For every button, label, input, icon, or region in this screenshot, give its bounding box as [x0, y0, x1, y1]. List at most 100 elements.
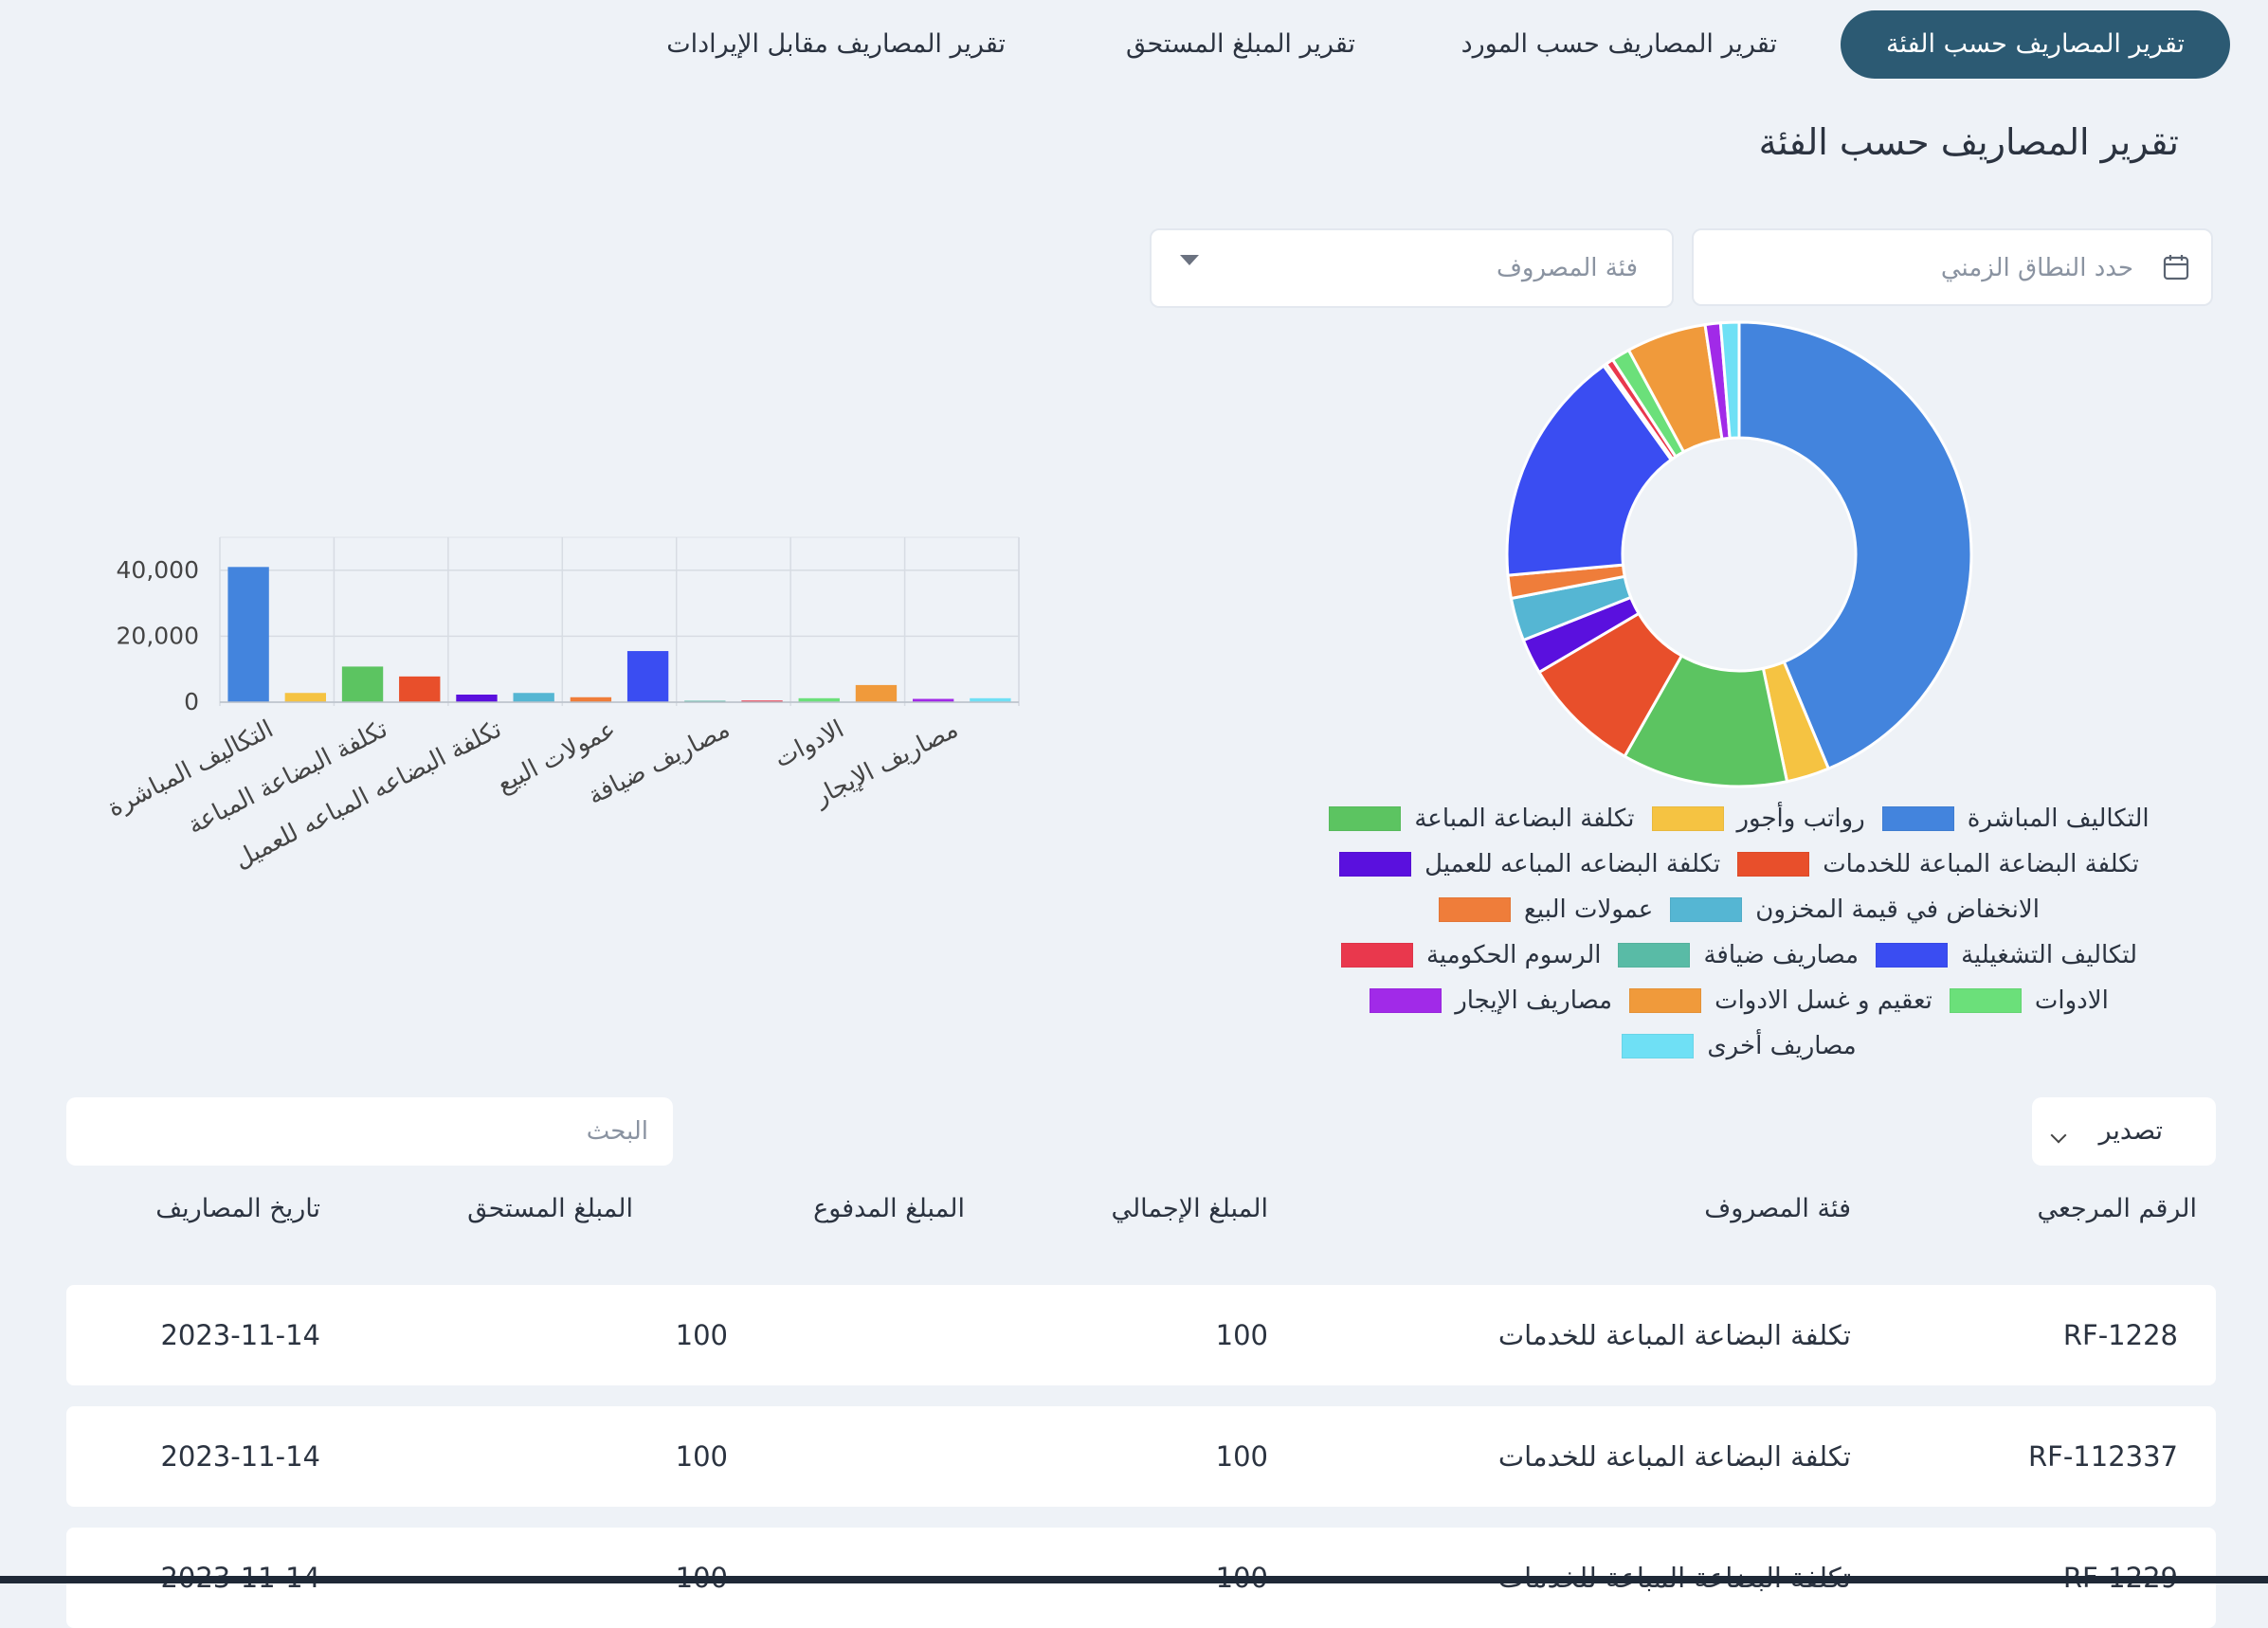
- column-header-total[interactable]: المبلغ الإجمالي: [1111, 1194, 1268, 1223]
- legend-item[interactable]: التكاليف المباشرة: [1881, 805, 2150, 833]
- report-tabs: تقرير المصاريف حسب الفئة تقرير المصاريف …: [0, 10, 2268, 79]
- donut-legend: التكاليف المباشرة رواتب وأجور تكلفة البضاع…: [1289, 796, 2189, 1069]
- cell-ref: RF-112337: [2028, 1440, 2178, 1473]
- tab-expenses-by-category[interactable]: تقرير المصاريف حسب الفئة: [1840, 10, 2230, 79]
- bar[interactable]: [513, 693, 554, 702]
- legend-row: تكلفة البضاعة المباعة للخدمات تكلفة البضا…: [1289, 841, 2189, 887]
- legend-swatch: [1340, 943, 1413, 968]
- legend-label: تكلفة البضاعه المباعه للعميل: [1424, 850, 1721, 878]
- legend-swatch: [1629, 988, 1702, 1013]
- date-range-field[interactable]: حدد النطاق الزمني: [1692, 228, 2213, 306]
- bar[interactable]: [456, 694, 498, 702]
- column-header-due[interactable]: المبلغ المستحق: [467, 1194, 633, 1223]
- cell-ref: RF-1228: [2062, 1319, 2178, 1351]
- legend-row: التكاليف المباشرة رواتب وأجور تكلفة البضاع…: [1289, 796, 2189, 841]
- cell-total: 100: [1215, 1440, 1268, 1473]
- legend-item[interactable]: مصاريف الإيجار: [1370, 986, 1612, 1015]
- legend-item[interactable]: تكلفة البضاعه المباعه للعميل: [1339, 850, 1720, 878]
- legend-label: رواتب وأجور: [1736, 805, 1865, 833]
- legend-row: الانخفاض في قيمة المخزون عمولات البيع: [1289, 887, 2189, 932]
- table-row[interactable]: RF-112337 تكلفة البضاعة المباعة للخدمات …: [66, 1406, 2216, 1507]
- legend-swatch: [1737, 852, 1810, 877]
- column-header-ref[interactable]: الرقم المرجعي: [2037, 1194, 2197, 1223]
- legend-label: مصاريف ضيافة: [1703, 941, 1860, 969]
- legend-row: لتكاليف التشغيلية مصاريف ضيافة الرسوم الحك…: [1289, 932, 2189, 978]
- legend-item[interactable]: تكلفة البضاعة المباعة للخدمات: [1737, 850, 2139, 878]
- window-bottom-edge: [0, 1576, 2268, 1583]
- bar[interactable]: [399, 676, 441, 702]
- search-input[interactable]: البحث: [66, 1097, 673, 1166]
- chevron-down-icon: [2050, 1127, 2067, 1144]
- legend-swatch: [1670, 897, 1743, 922]
- legend-swatch: [1339, 852, 1412, 877]
- tab-expenses-vs-revenue[interactable]: تقرير المصاريف مقابل الإيرادات: [666, 29, 1006, 59]
- legend-swatch: [1949, 988, 2022, 1013]
- legend-item[interactable]: تكلفة البضاعة المباعة: [1329, 805, 1635, 833]
- legend-swatch: [1439, 897, 1512, 922]
- legend-item[interactable]: الانخفاض في قيمة المخزون: [1670, 895, 2040, 924]
- legend-swatch: [1881, 806, 1954, 831]
- tab-amount-due[interactable]: تقرير المبلغ المستحق: [1126, 29, 1355, 59]
- bar[interactable]: [626, 651, 669, 702]
- legend-item[interactable]: مصاريف أخرى: [1622, 1032, 1857, 1060]
- donut-slice[interactable]: [1718, 320, 1741, 441]
- column-header-category[interactable]: فئة المصروف: [1704, 1194, 1851, 1223]
- expense-category-select[interactable]: فئة المصروف: [1150, 228, 1674, 308]
- bar[interactable]: [284, 693, 326, 702]
- legend-swatch: [1618, 943, 1691, 968]
- donut-slice[interactable]: [1505, 363, 1674, 577]
- legend-label: مصاريف أخرى: [1707, 1032, 1857, 1060]
- search-placeholder: البحث: [586, 1117, 648, 1146]
- tab-expenses-by-vendor[interactable]: تقرير المصاريف حسب المورد: [1461, 29, 1777, 59]
- calendar-icon: [2163, 255, 2189, 280]
- legend-label: تعقيم و غسل الادوات: [1715, 986, 1932, 1015]
- legend-label: تكلفة البضاعة المباعة: [1414, 805, 1635, 833]
- bar[interactable]: [913, 698, 954, 702]
- donut-slice[interactable]: [1737, 320, 1973, 771]
- legend-item[interactable]: الرسوم الحكومية: [1340, 941, 1602, 969]
- legend-row: الادوات تعقيم و غسل الادوات مصاريف الإيجار: [1289, 978, 2189, 1023]
- cell-date: 2023-11-14: [160, 1319, 320, 1351]
- legend-item[interactable]: لتكاليف التشغيلية: [1876, 941, 2137, 969]
- category-placeholder: فئة المصروف: [1496, 254, 1638, 282]
- legend-item[interactable]: تعقيم و غسل الادوات: [1629, 986, 1932, 1015]
- table-row[interactable]: RF-1228 تكلفة البضاعة المباعة للخدمات 10…: [66, 1285, 2216, 1385]
- page-title: تقرير المصاريف حسب الفئة: [1758, 121, 2179, 163]
- legend-label: الانخفاض في قيمة المخزون: [1755, 895, 2040, 924]
- legend-label: الرسوم الحكومية: [1425, 941, 1602, 969]
- legend-item[interactable]: عمولات البيع: [1439, 895, 1653, 924]
- cell-category: تكلفة البضاعة المباعة للخدمات: [1497, 1440, 1851, 1473]
- legend-label: التكاليف المباشرة: [1967, 805, 2150, 833]
- legend-label: لتكاليف التشغيلية: [1961, 941, 2138, 969]
- export-button[interactable]: تصدير: [2032, 1097, 2216, 1166]
- cell-total: 100: [1215, 1319, 1268, 1351]
- donut-chart: [1505, 320, 1973, 788]
- legend-swatch: [1622, 1034, 1695, 1058]
- legend-label: الادوات: [2034, 986, 2109, 1015]
- legend-swatch: [1370, 988, 1442, 1013]
- bar[interactable]: [341, 666, 384, 702]
- legend-swatch: [1329, 806, 1402, 831]
- legend-item[interactable]: رواتب وأجور: [1651, 805, 1865, 833]
- legend-item[interactable]: الادوات: [1949, 986, 2109, 1015]
- bar[interactable]: [227, 567, 269, 702]
- date-range-placeholder: حدد النطاق الزمني: [1940, 254, 2133, 282]
- y-tick-label: 40,000: [117, 556, 199, 584]
- legend-swatch: [1876, 943, 1949, 968]
- table-header: الرقم المرجعي فئة المصروف المبلغ الإجمال…: [66, 1194, 2216, 1243]
- bar[interactable]: [570, 696, 612, 702]
- chevron-down-icon: [1180, 255, 1199, 265]
- column-header-date[interactable]: تاريخ المصاريف: [155, 1194, 320, 1223]
- bar[interactable]: [741, 700, 783, 702]
- bar[interactable]: [855, 684, 898, 702]
- legend-item[interactable]: مصاريف ضيافة: [1618, 941, 1859, 969]
- bar[interactable]: [798, 697, 840, 702]
- legend-label: عمولات البيع: [1524, 895, 1654, 924]
- legend-row: مصاريف أخرى: [1289, 1023, 2189, 1069]
- x-tick-label: الادوات: [770, 715, 848, 774]
- cell-date: 2023-11-14: [160, 1440, 320, 1473]
- cell-category: تكلفة البضاعة المباعة للخدمات: [1497, 1319, 1851, 1351]
- column-header-paid[interactable]: المبلغ المدفوع: [813, 1194, 965, 1223]
- bar[interactable]: [970, 697, 1011, 702]
